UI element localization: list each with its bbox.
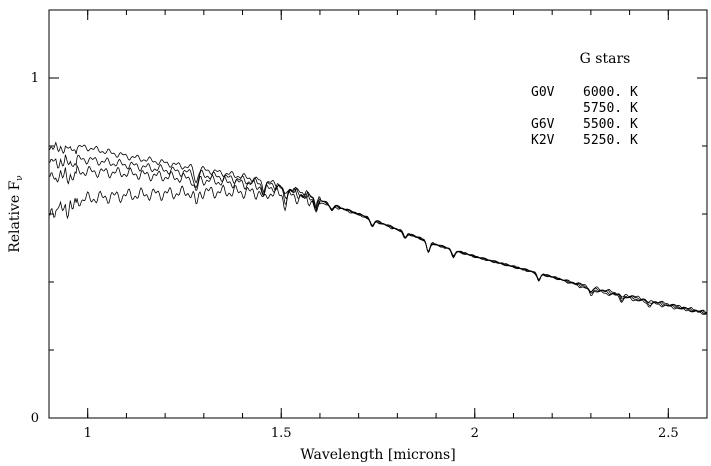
series-line-1	[48, 141, 708, 314]
y-axis-label-subscript: ν	[15, 175, 25, 180]
legend-entry-type: G0V	[531, 85, 555, 100]
legend-entry-temp: 5500. K	[583, 117, 638, 132]
x-tick-label: 2.5	[658, 426, 679, 441]
y-tick-label: 0	[31, 411, 39, 426]
legend-entry-temp: 6000. K	[583, 85, 638, 100]
axis-ticks	[49, 9, 708, 419]
x-axis-label: Wavelength [microns]	[300, 447, 455, 463]
plot-frame	[48, 9, 708, 419]
legend-title: G stars	[580, 51, 631, 67]
tick-labels: 1 1.5 2 2.5 0 1	[31, 71, 679, 441]
legend-entry-temp: 5750. K	[583, 101, 638, 116]
legend-entry-type: K2V	[531, 133, 555, 148]
series-line-4	[48, 184, 707, 315]
series-group	[48, 141, 708, 315]
x-tick-label: 2	[471, 426, 479, 441]
x-tick-label: 1	[84, 426, 92, 441]
y-axis-label: Relative Fν	[7, 175, 25, 253]
legend-entry-temp: 5250. K	[583, 133, 638, 148]
y-tick-label: 1	[31, 71, 39, 86]
x-tick-label: 1.5	[271, 426, 292, 441]
series-line-3	[48, 164, 708, 315]
series-line-2	[48, 154, 708, 315]
legend-entry-type: G6V	[531, 117, 555, 132]
